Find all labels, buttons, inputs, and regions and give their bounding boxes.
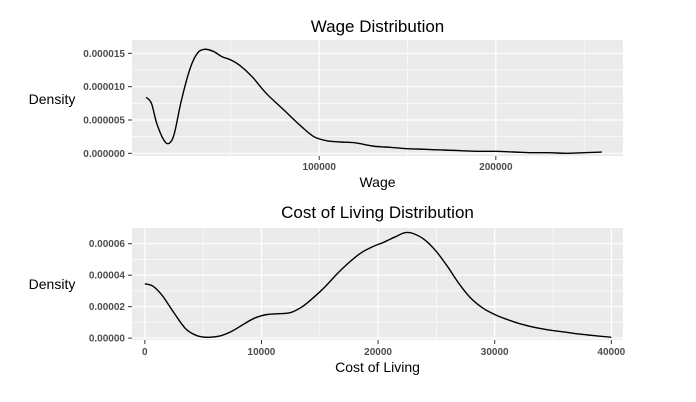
y-axis-label: Density	[29, 276, 76, 292]
x-tick-label: 0	[142, 347, 148, 358]
y-tick-label: 0.00006	[89, 239, 126, 250]
plot-panel	[132, 40, 623, 156]
x-tick-label: 10000	[248, 347, 276, 358]
x-axis-label: Wage	[359, 174, 395, 190]
x-tick-label: 200000	[479, 162, 513, 173]
x-axis-label: Cost of Living	[335, 359, 420, 375]
y-tick-label: 0.000010	[83, 82, 125, 93]
x-tick-label: 40000	[597, 347, 625, 358]
density-line	[144, 231, 612, 339]
y-axis-label: Density	[29, 91, 76, 107]
density-line	[145, 48, 602, 155]
x-tick-label: 30000	[481, 347, 509, 358]
y-tick-label: 0.000000	[83, 149, 125, 160]
x-tick-label: 100000	[303, 162, 337, 173]
chart-title: Wage Distribution	[311, 17, 445, 36]
y-tick-label: 0.000015	[83, 49, 125, 60]
chart-1: 100000 200000 0.000000 0.000005 0.000010 0.00…	[29, 17, 623, 190]
chart-2: 0 10000 20000 30000 40000 0.00000 0.00002 0.000…	[29, 203, 626, 375]
y-tick-label: 0.00002	[89, 302, 126, 313]
y-tick-label: 0.00000	[89, 334, 126, 345]
y-tick-label: 0.00004	[89, 271, 126, 282]
x-tick-label: 20000	[364, 347, 392, 358]
chart-title: Cost of Living Distribution	[281, 203, 474, 222]
y-tick-label: 0.000005	[83, 116, 125, 127]
